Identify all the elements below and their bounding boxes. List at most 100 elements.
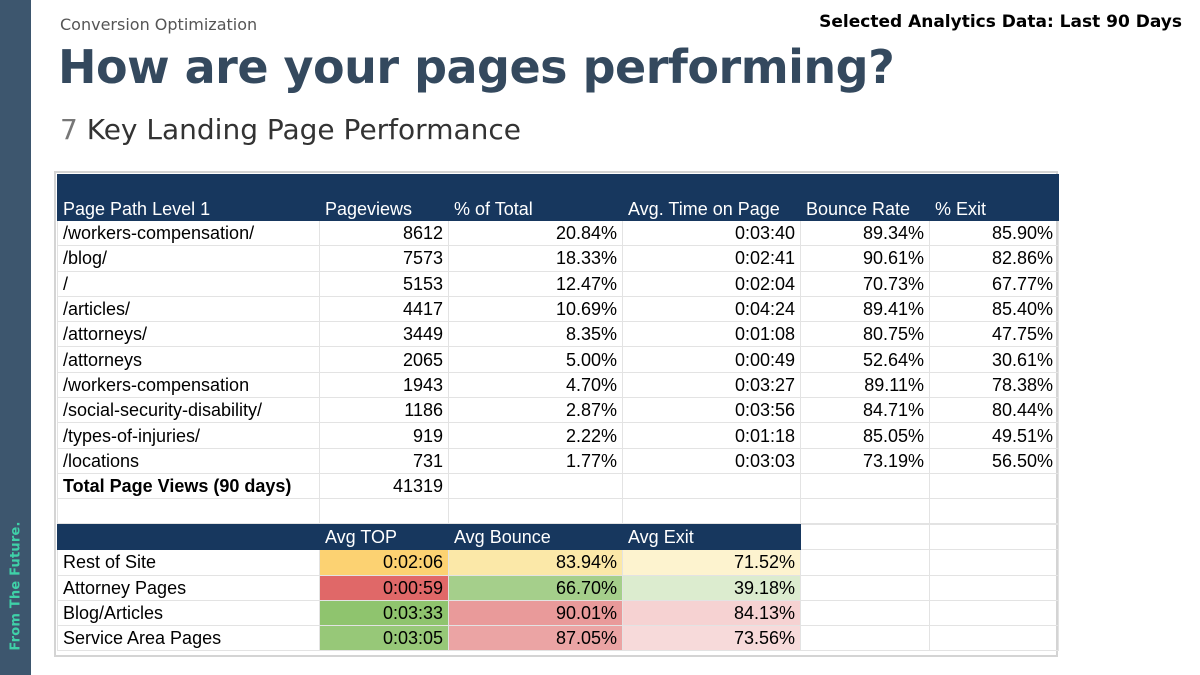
metric-cell: 5.00% [448, 346, 623, 373]
header-cell: Avg. Time on Page [622, 174, 801, 221]
table-row: /workers-compensation 1943 4.70% 0:03:27 89.… [57, 371, 1059, 399]
metric-cell: 0:02:04 [622, 270, 801, 297]
brand-text: From The Future. [8, 521, 24, 651]
metric-cell: 10.69% [448, 295, 623, 323]
data-range-note: Selected Analytics Data: Last 90 Days [819, 12, 1182, 32]
metric-cell: 8.35% [448, 321, 623, 348]
metric-cell: 7573 [319, 245, 449, 272]
blank-cell [622, 472, 801, 500]
metric-cell: 4417 [319, 295, 449, 323]
summary-table: Avg TOP Avg Bounce Avg Exit Rest of Site… [57, 523, 1059, 652]
summary-header-cell: Avg Bounce [448, 523, 623, 551]
segment-label: Blog/Articles [57, 599, 320, 627]
segment-label: Attorney Pages [57, 574, 320, 601]
metric-cell: 20.84% [448, 219, 623, 247]
metric-cell: 47.75% [929, 321, 1059, 348]
metric-cell: 2.87% [448, 397, 623, 424]
metric-cell: 80.75% [800, 321, 930, 348]
metric-cell: 89.34% [800, 219, 930, 247]
metric-cell: 89.11% [800, 371, 930, 399]
summary-row: Rest of Site 0:02:06 83.94% 71.52% [57, 549, 1059, 576]
blank-cell [800, 523, 930, 551]
metric-cell: 1186 [319, 397, 449, 424]
summary-header-cell: Avg Exit [622, 523, 801, 551]
metric-cell: 0:02:41 [622, 245, 801, 272]
metric-cell: 78.38% [929, 371, 1059, 399]
blank-cell [448, 472, 623, 500]
metric-cell: 73.19% [800, 447, 930, 474]
metric-cell: 2.22% [448, 422, 623, 449]
table-row: /attorneys/3449 8.35% 0:01:08 80.75% 47.75% [57, 321, 1059, 348]
blank-cell [800, 599, 930, 627]
metric-cell: 18.33% [448, 245, 623, 272]
blank-cell [319, 498, 449, 525]
page-path-cell: / [57, 270, 320, 297]
sidebar: From The Future. [0, 0, 31, 675]
page-title: How are your pages performing? [58, 40, 895, 94]
header-cell: Bounce Rate [800, 174, 930, 221]
metric-cell: 0:01:18 [622, 422, 801, 449]
summary-top-cell: 0:03:05 [319, 625, 449, 652]
blank-cell [929, 523, 1059, 551]
page-path-cell: /types-of-injuries/ [57, 422, 320, 449]
summary-row: Blog/Articles 0:03:33 90.01% 84.13% [57, 599, 1059, 627]
page-path-cell: /articles/ [57, 295, 320, 323]
subtitle-text: Key Landing Page Performance [86, 113, 521, 146]
metric-cell: 52.64% [800, 346, 930, 373]
header-cell: Pageviews [319, 174, 449, 221]
page-path-cell: /blog/ [57, 245, 320, 272]
metric-cell: 919 [319, 422, 449, 449]
metric-cell: 8612 [319, 219, 449, 247]
metric-cell: 1.77% [448, 447, 623, 474]
metric-cell: 80.44% [929, 397, 1059, 424]
summary-bounce-cell: 66.70% [448, 574, 623, 601]
segment-label: Service Area Pages [57, 625, 320, 652]
page-path-cell: /attorneys/ [57, 321, 320, 348]
summary-row: Attorney Pages 0:00:59 66.70% 39.18% [57, 574, 1059, 601]
blank-cell [800, 472, 930, 500]
blank-cell [929, 625, 1059, 652]
metric-cell: 0:04:24 [622, 295, 801, 323]
metric-cell: 0:03:56 [622, 397, 801, 424]
metric-cell: 70.73% [800, 270, 930, 297]
metric-cell: 85.40% [929, 295, 1059, 323]
table-row: /articles/4417 10.69% 0:04:24 89.41% 85.40% [57, 295, 1059, 323]
metric-cell: 5153 [319, 270, 449, 297]
page-path-cell: /locations [57, 447, 320, 474]
table-header-row: Page Path Level 1 Pageviews % of Total A… [57, 174, 1059, 221]
blank-row [57, 498, 1059, 525]
summary-bounce-cell: 87.05% [448, 625, 623, 652]
page-path-cell: /workers-compensation [57, 371, 320, 399]
metric-cell: 0:03:40 [622, 219, 801, 247]
metric-cell: 82.86% [929, 245, 1059, 272]
header-cell: % Exit [929, 174, 1059, 221]
table-row: /social-security-disability/1186 2.87% 0:0… [57, 397, 1059, 424]
header-cell: % of Total [448, 174, 623, 221]
table-row: /blog/7573 18.33% 0:02:41 90.61% 82.86% [57, 245, 1059, 272]
blank-cell [800, 549, 930, 576]
metric-cell: 30.61% [929, 346, 1059, 373]
summary-exit-cell: 39.18% [622, 574, 801, 601]
metric-cell: 1943 [319, 371, 449, 399]
summary-header-empty [57, 523, 320, 551]
summary-top-cell: 0:00:59 [319, 574, 449, 601]
summary-exit-cell: 73.56% [622, 625, 801, 652]
total-value: 41319 [319, 472, 449, 500]
summary-row: Service Area Pages 0:03:05 87.05% 73.56% [57, 625, 1059, 652]
table-row: /types-of-injuries/919 2.22% 0:01:18 85.05%… [57, 422, 1059, 449]
segment-label: Rest of Site [57, 549, 320, 576]
table-row: /attorneys 2065 5.00% 0:00:49 52.64% 30.61% [57, 346, 1059, 373]
metric-cell: 2065 [319, 346, 449, 373]
metric-cell: 0:03:27 [622, 371, 801, 399]
metric-cell: 0:03:03 [622, 447, 801, 474]
page-path-cell: /workers-compensation/ [57, 219, 320, 247]
blank-cell [929, 599, 1059, 627]
metric-cell: 67.77% [929, 270, 1059, 297]
blank-cell [929, 472, 1059, 500]
blank-cell [800, 574, 930, 601]
summary-bounce-cell: 83.94% [448, 549, 623, 576]
metric-cell: 731 [319, 447, 449, 474]
total-label: Total Page Views (90 days) [57, 472, 320, 500]
summary-top-cell: 0:03:33 [319, 599, 449, 627]
table-row: /5153 12.47% 0:02:04 70.73% 67.77% [57, 270, 1059, 297]
